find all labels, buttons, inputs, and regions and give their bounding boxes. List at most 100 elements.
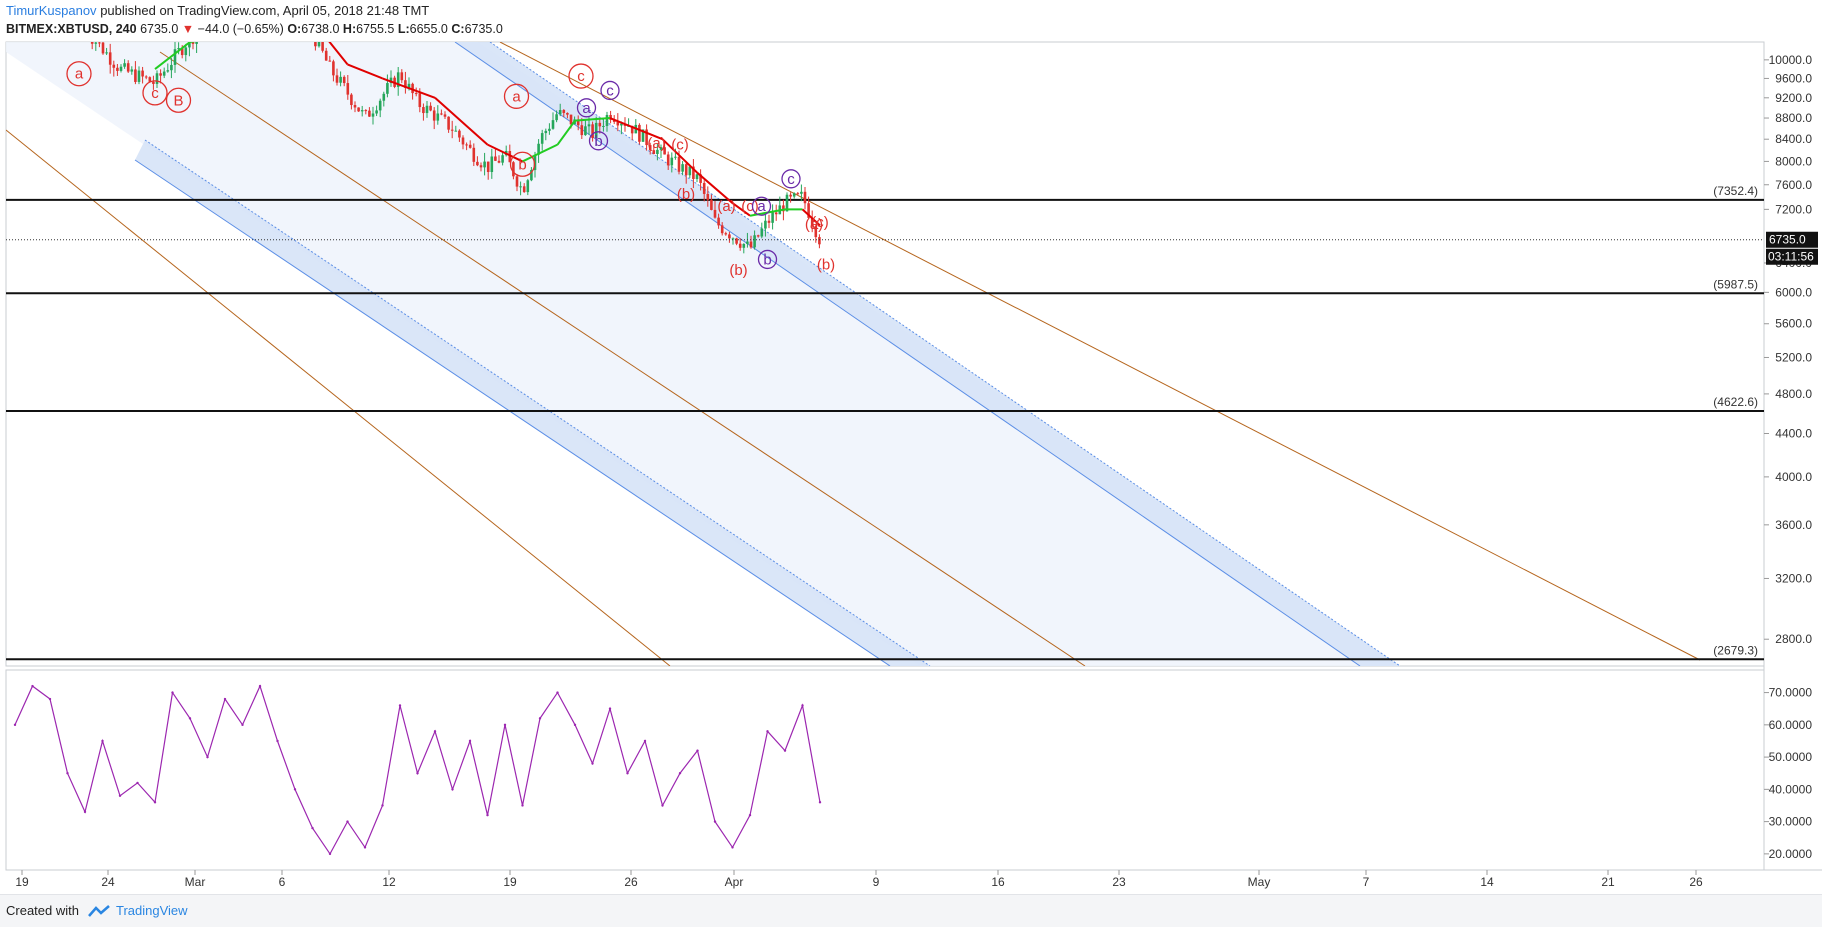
rsi-point <box>573 723 577 727</box>
candle-down <box>677 156 681 172</box>
candle-down <box>774 212 778 215</box>
rsi-point <box>801 704 804 707</box>
candle-up <box>105 52 108 54</box>
candle-up <box>594 122 598 139</box>
price-tick-label: 3200.0 <box>1775 571 1812 585</box>
rsi-point <box>206 755 209 759</box>
level-label: (7352.4) <box>1713 184 1758 198</box>
candle-down <box>738 243 742 248</box>
ma-segment <box>347 63 383 80</box>
candle-down <box>663 147 666 155</box>
time-tick-label: 19 <box>503 875 517 889</box>
candle-down <box>692 166 695 180</box>
candle-up <box>407 83 411 88</box>
candle-down <box>508 150 512 163</box>
time-axis[interactable]: 19 24 Mar 6 12 19 26 Apr 9 16 23 May 7 14 21 26 <box>15 870 1703 889</box>
candle-down <box>648 145 652 151</box>
candle-down <box>472 147 476 162</box>
rsi-tick-label: 20.0000 <box>1769 847 1813 861</box>
candle-down <box>141 70 144 77</box>
candle-down <box>810 217 814 227</box>
channel-lower-outer <box>134 159 891 666</box>
candle-down <box>465 144 468 146</box>
wave-label: a <box>757 198 766 215</box>
ma-segment <box>522 143 558 163</box>
tradingview-logo-icon[interactable] <box>88 904 112 918</box>
wave-label: b <box>518 156 526 173</box>
candle-down <box>112 64 116 68</box>
candle-down <box>350 94 353 106</box>
candle-up <box>173 49 177 65</box>
time-tick-label: 26 <box>1689 875 1703 889</box>
candle-down <box>346 83 350 95</box>
candle-down <box>720 225 724 234</box>
candle-down <box>450 129 454 131</box>
rsi-point <box>591 762 594 765</box>
candle-up <box>382 93 386 101</box>
tradingview-link[interactable]: TradingView <box>116 903 188 918</box>
rsi-line <box>13 684 822 856</box>
price-tick-label: 8800.0 <box>1775 111 1812 125</box>
rsi-point <box>643 739 647 743</box>
wave-circle <box>66 61 92 87</box>
channel-fill <box>6 42 1400 666</box>
change-value: −44.0 (−0.65%) <box>197 22 284 36</box>
last-value: 6735.0 <box>140 22 179 36</box>
price-tick-label: 3600.0 <box>1775 518 1812 532</box>
candle-down <box>440 113 443 115</box>
candle-up <box>731 238 735 240</box>
rsi-point <box>136 781 139 785</box>
wave-circle <box>503 83 530 109</box>
rsi-point <box>783 749 787 752</box>
rsi-pane[interactable] <box>5 669 1765 871</box>
candle-down <box>580 125 584 136</box>
price-tick-label: 7600.0 <box>1775 178 1812 192</box>
candle-up <box>558 110 562 115</box>
wave-circle <box>576 98 597 118</box>
candle-up <box>753 235 756 248</box>
channel-upper-band <box>455 42 1400 666</box>
candle-down <box>418 93 422 108</box>
wave-label: c <box>606 82 614 99</box>
candle-up <box>162 71 166 76</box>
rsi-point <box>153 801 157 804</box>
ma-segment <box>487 143 523 163</box>
rsi-tick-label: 70.0000 <box>1769 686 1813 700</box>
candle-up <box>551 120 555 129</box>
candle-up <box>166 70 170 72</box>
candle-up <box>688 166 692 176</box>
candle-up <box>519 186 522 188</box>
rsi-point <box>661 804 664 807</box>
candle-up <box>317 42 321 47</box>
close-value: 6735.0 <box>464 22 503 36</box>
candle-down <box>353 105 357 108</box>
candle-down <box>652 150 656 154</box>
rsi-tick-label: 40.0000 <box>1769 782 1813 796</box>
candle-up <box>764 220 767 229</box>
open-value: 6738.0 <box>301 22 340 36</box>
ma-segment <box>434 97 489 146</box>
price-axis[interactable]: 10000.0 9600.0 9200.0 8800.0 8400.0 8000.0 760… <box>1764 53 1812 646</box>
rsi-point <box>713 820 717 823</box>
candle-up <box>656 149 659 154</box>
candle-up <box>555 114 558 121</box>
wave-label: c <box>151 85 159 102</box>
rsi-point <box>118 794 122 798</box>
candle-up <box>792 193 796 197</box>
candle-up <box>375 110 378 114</box>
rsi-point <box>48 697 52 701</box>
candle-down <box>411 83 414 94</box>
rsi-point <box>748 813 752 817</box>
rsi-point <box>626 772 629 775</box>
candle-down <box>576 119 580 126</box>
rsi-axis[interactable]: 70.0000 60.0000 50.0000 40.0000 30.0000 20.00… <box>1764 686 1812 861</box>
ma-segment <box>661 138 699 174</box>
candle-up <box>436 113 440 121</box>
wave-label: (c) <box>811 214 829 231</box>
symbol-label[interactable]: BITMEX:XBTUSD, 240 <box>6 22 137 36</box>
author-link[interactable]: TimurKuspanov <box>6 3 97 18</box>
price-tick-label: 9600.0 <box>1775 71 1812 85</box>
candle-down <box>134 69 137 82</box>
candle-up <box>396 72 400 87</box>
